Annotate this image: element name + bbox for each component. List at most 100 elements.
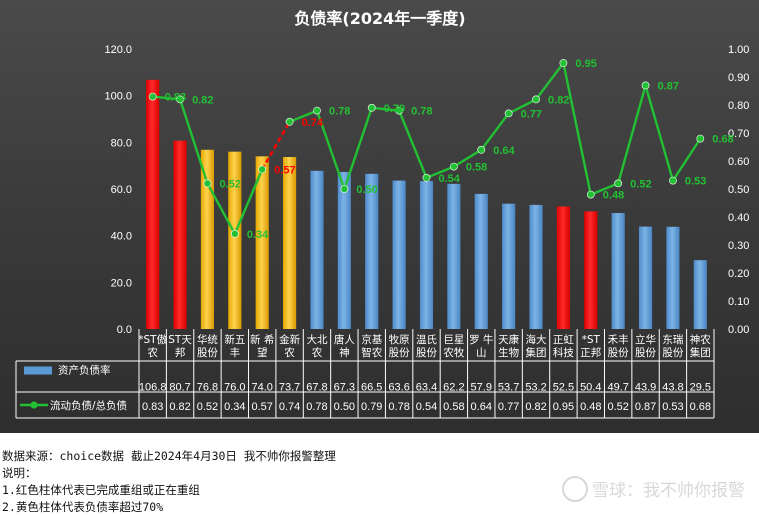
table-bar-value: 43.8 — [662, 382, 683, 394]
line-point — [367, 103, 376, 112]
line-data-label: 0.50 — [356, 184, 377, 196]
right-axis-tick-label: 0.50 — [728, 184, 749, 196]
line-segment — [233, 168, 264, 235]
line-point — [641, 81, 650, 90]
line-data-label: 0.82 — [548, 94, 569, 106]
bar — [611, 213, 625, 329]
line-segment — [371, 106, 400, 112]
category-label: 牧原股份 — [389, 333, 410, 359]
table-line-value: 0.54 — [416, 401, 437, 413]
category-label: 神农集团 — [690, 333, 711, 359]
line-point — [395, 106, 404, 115]
explain-title: 说明： — [2, 466, 37, 480]
line-data-label: 0.83 — [165, 92, 186, 104]
line-segment — [480, 112, 510, 151]
bar — [255, 156, 269, 329]
line-segment — [453, 148, 482, 168]
legend-label-line: 流动负债/总负债 — [50, 399, 127, 412]
table-line-value: 0.50 — [334, 401, 355, 413]
line-data-label: 0.79 — [384, 103, 405, 115]
category-label: 禾丰股份 — [608, 333, 629, 359]
bar — [228, 151, 242, 329]
table-bar-value: 74.0 — [252, 382, 273, 394]
line-data-label: 0.34 — [247, 229, 269, 241]
table-bar-value: 63.6 — [388, 382, 409, 394]
category-label: *ST 正邦 — [580, 334, 601, 359]
right-axis-tick-label: 0.90 — [728, 72, 749, 84]
table-bar-value: 43.9 — [635, 382, 656, 394]
bar — [283, 157, 297, 329]
line-data-label: 0.48 — [603, 190, 624, 202]
right-axis-tick-label: 0.30 — [728, 240, 749, 252]
bar — [638, 226, 653, 329]
bar — [419, 181, 434, 329]
bar — [502, 203, 516, 329]
category-label: 立华股份 — [635, 333, 656, 359]
table-bar-value: 67.8 — [306, 382, 327, 394]
table-line-value: 0.83 — [142, 401, 163, 413]
line-data-label: 0.53 — [685, 176, 706, 188]
table-bar-value: 53.7 — [498, 382, 519, 394]
category-label: *ST傲农 — [138, 333, 167, 359]
bar — [173, 140, 187, 329]
bar — [474, 193, 488, 329]
table-bar-value: 76.8 — [197, 382, 218, 394]
bar — [666, 226, 680, 329]
line-point — [614, 179, 623, 188]
category-label: 唐人神 — [334, 333, 355, 359]
table-line-value: 0.52 — [197, 401, 218, 413]
table-bar-value: 29.5 — [690, 382, 711, 394]
line-data-label: 0.78 — [329, 106, 350, 118]
table-line-value: 0.95 — [553, 401, 574, 413]
left-axis-tick-label: 80.0 — [111, 137, 132, 149]
table-line-value: 0.52 — [607, 401, 628, 413]
note-item-yellow: 2.黄色柱体代表负债率超过70% — [2, 500, 164, 514]
bar — [200, 149, 215, 329]
legend-key-bar — [24, 366, 52, 375]
line-data-label: 0.87 — [658, 80, 679, 92]
note-item-red: 1.红色柱体代表已完成重组或正在重组 — [2, 483, 200, 497]
debt-ratio-chart: 负债率(2024年一季度) 0.0 20.0 40.0 60.0 80.0 100.0 12… — [15, 44, 749, 419]
left-axis: 0.0 20.0 40.0 60.0 80.0 100.0 120.0 — [104, 44, 132, 336]
bar-series — [146, 79, 707, 329]
line-data-label: 0.68 — [712, 134, 733, 146]
line-point — [559, 59, 568, 67]
category-label: ST天邦 — [168, 334, 192, 359]
table-line-value: 0.68 — [690, 401, 711, 413]
line-point — [586, 190, 595, 199]
table-bar-value: 62.2 — [443, 382, 464, 394]
watermark-text: 雪球：我不帅你报警 — [592, 481, 745, 501]
category-label: 新五丰 — [224, 333, 245, 359]
category-label: 新 希望 — [250, 333, 274, 359]
line-point — [504, 109, 513, 118]
line-segment — [590, 182, 619, 196]
line-segment — [261, 121, 291, 170]
table-line-value: 0.74 — [279, 401, 300, 413]
category-label: 京基智农 — [361, 333, 382, 359]
line-data-label: 0.52 — [630, 178, 651, 190]
table-bar-value: 73.7 — [279, 382, 300, 394]
line-segment — [343, 107, 373, 190]
line-point — [477, 145, 486, 154]
line-data-label: 0.57 — [274, 164, 295, 176]
bar — [146, 79, 160, 329]
right-axis-tick-label: 0.10 — [728, 296, 749, 308]
line-segment — [671, 137, 702, 182]
chart-panel: 负债率(2024年一季度) 0.0 20.0 40.0 60.0 80.0 100.0 12… — [0, 0, 759, 433]
line-segment — [644, 85, 675, 181]
category-label: 罗 牛山 — [469, 333, 493, 359]
table-line-value: 0.77 — [498, 401, 519, 413]
right-axis-tick-label: 0.70 — [728, 128, 749, 140]
category-label: 海大集团 — [526, 333, 547, 359]
table-line-value: 0.34 — [224, 401, 245, 413]
legend-key-marker — [30, 401, 38, 409]
line-point — [422, 173, 431, 182]
table-bar-value: 80.7 — [169, 382, 190, 394]
table-line-value: 0.82 — [169, 401, 190, 413]
table-bar-value: 67.3 — [334, 382, 355, 394]
table-bar-value: 53.2 — [525, 382, 546, 394]
table-bar-value: 106.8 — [139, 382, 167, 394]
table-bar-value: 52.5 — [553, 382, 574, 394]
right-axis-tick-label: 0.80 — [728, 100, 749, 112]
